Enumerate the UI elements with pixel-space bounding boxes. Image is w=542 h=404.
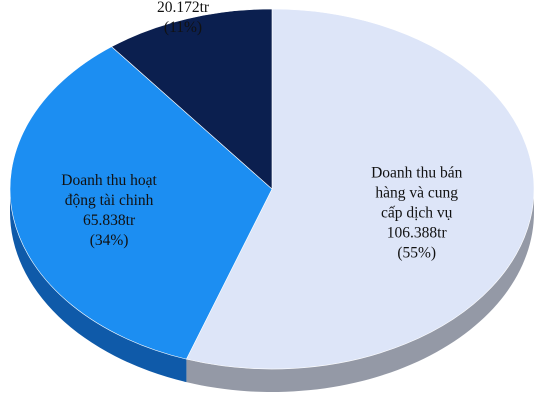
slice-1-category-label: hàng và cung	[375, 184, 458, 201]
slice-1-percent-label: (55%)	[397, 244, 436, 261]
slice-label-1: Doanh thu bán hàng và cung cấp dịch vụ 106.…	[371, 164, 463, 261]
pie-side-faces	[10, 189, 535, 392]
pie-top-faces	[9, 8, 535, 370]
slice-3-percent-label: (11%)	[164, 19, 202, 36]
slice-label-2: Doanh thu hoạt động tài chinh 65.838tr (34%…	[61, 172, 157, 249]
pie-side-2	[10, 189, 187, 383]
pie-data-labels: Doanh thu bán hàng và cung cấp dịch vụ 106.…	[61, 0, 462, 261]
pie-slice-1	[185, 8, 535, 370]
pie-side-1	[186, 189, 535, 392]
slice-1-category-label: Doanh thu bán	[371, 164, 463, 181]
slice-2-percent-label: (34%)	[90, 232, 129, 249]
slice-3-value-label: 20.172tr	[157, 0, 210, 16]
slice-2-category-label: Doanh thu hoạt	[61, 172, 157, 189]
slice-1-category-label: cấp dịch vụ	[381, 204, 453, 221]
slice-1-value-label: 106.388tr	[387, 224, 448, 241]
slice-2-value-label: 65.838tr	[83, 212, 136, 229]
slice-2-category-label: động tài chinh	[65, 192, 154, 209]
pie-slice-2	[9, 46, 273, 360]
pie-slice-3	[111, 8, 273, 190]
